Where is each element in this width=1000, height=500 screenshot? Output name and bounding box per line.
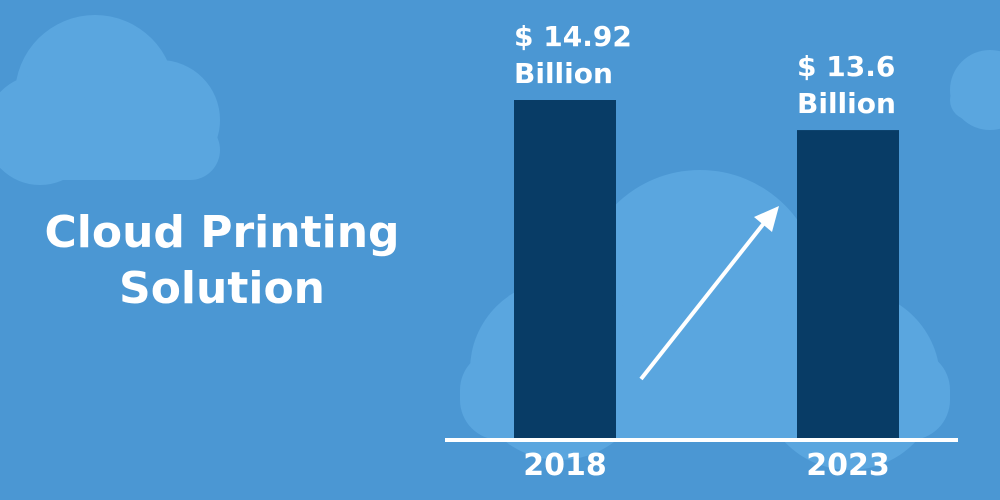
chart-title: Cloud Printing Solution <box>44 207 400 314</box>
value-label: $ 14.92 Billion <box>514 20 632 90</box>
bar <box>797 130 899 440</box>
trend-arrow <box>639 206 779 381</box>
value-label: $ 13.6 Billion <box>797 50 896 121</box>
bar <box>514 100 616 440</box>
x-tick-label: 2023 <box>806 448 890 483</box>
x-tick-label: 2018 <box>523 448 607 483</box>
